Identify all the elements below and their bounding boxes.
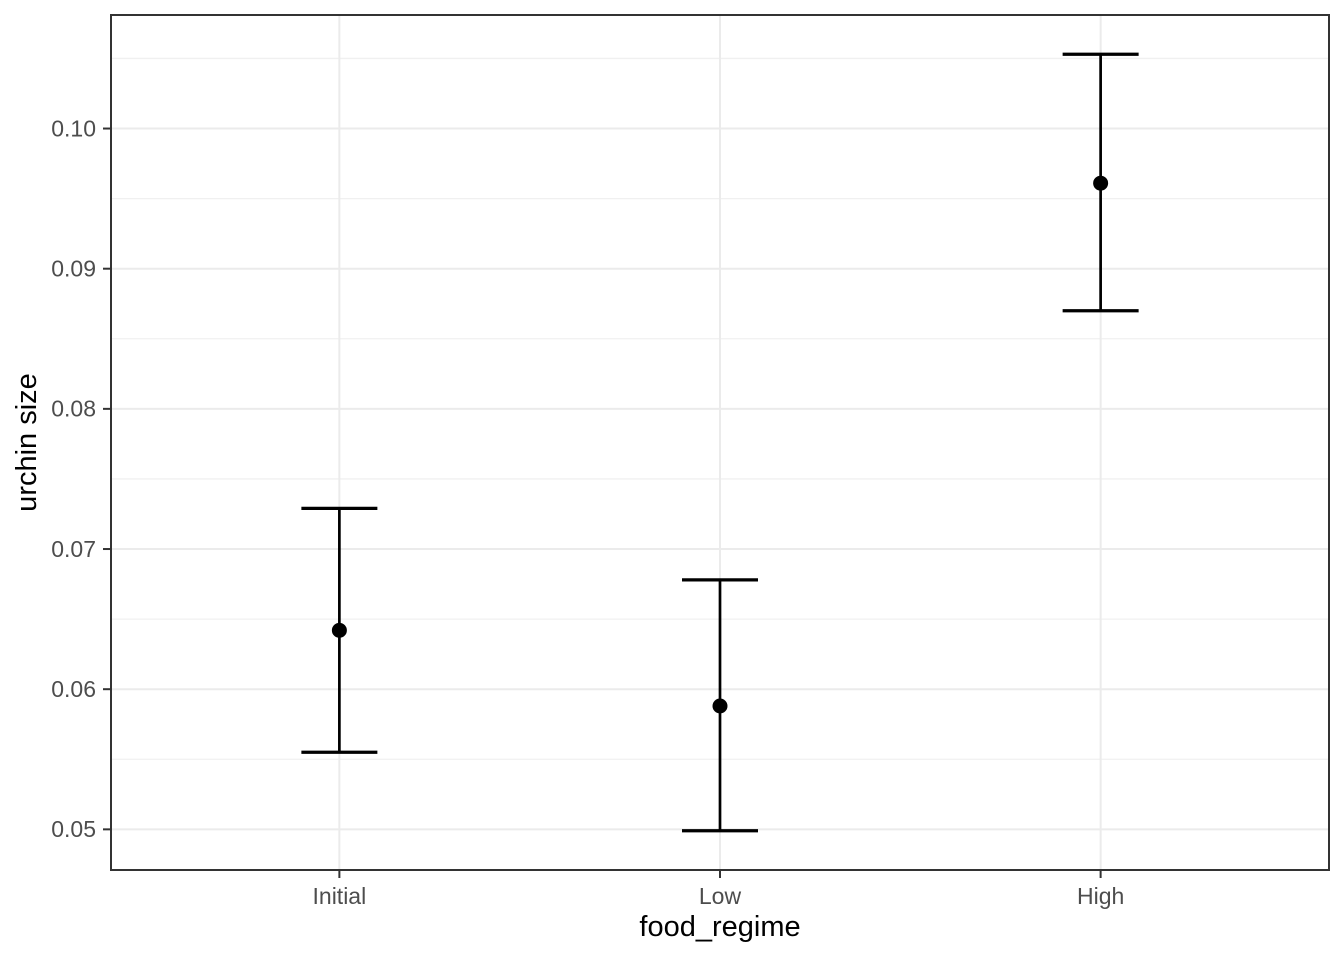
y-tick-label: 0.07 xyxy=(51,536,96,562)
pointrange-low xyxy=(682,578,758,833)
x-axis-title: food_regime xyxy=(639,911,800,943)
mean-point xyxy=(331,622,347,638)
x-tick-label: Initial xyxy=(313,883,367,909)
x-axis: Initial Low High xyxy=(313,870,1124,909)
y-axis-title: urchin size xyxy=(11,373,43,512)
y-tick-label: 0.08 xyxy=(51,396,96,422)
pointrange-high xyxy=(1062,52,1139,313)
y-tick-label: 0.10 xyxy=(51,115,96,141)
mean-point xyxy=(1093,175,1109,191)
y-tick-label: 0.06 xyxy=(51,676,96,702)
y-tick-label: 0.09 xyxy=(51,256,96,282)
x-tick-label: High xyxy=(1077,883,1124,909)
pointrange-initial xyxy=(301,506,378,754)
x-tick-label: Low xyxy=(699,883,742,909)
mean-point xyxy=(712,698,728,714)
y-axis: 0.05 0.06 0.07 0.08 0.09 0.10 xyxy=(51,115,111,842)
y-tick-label: 0.05 xyxy=(51,816,96,842)
